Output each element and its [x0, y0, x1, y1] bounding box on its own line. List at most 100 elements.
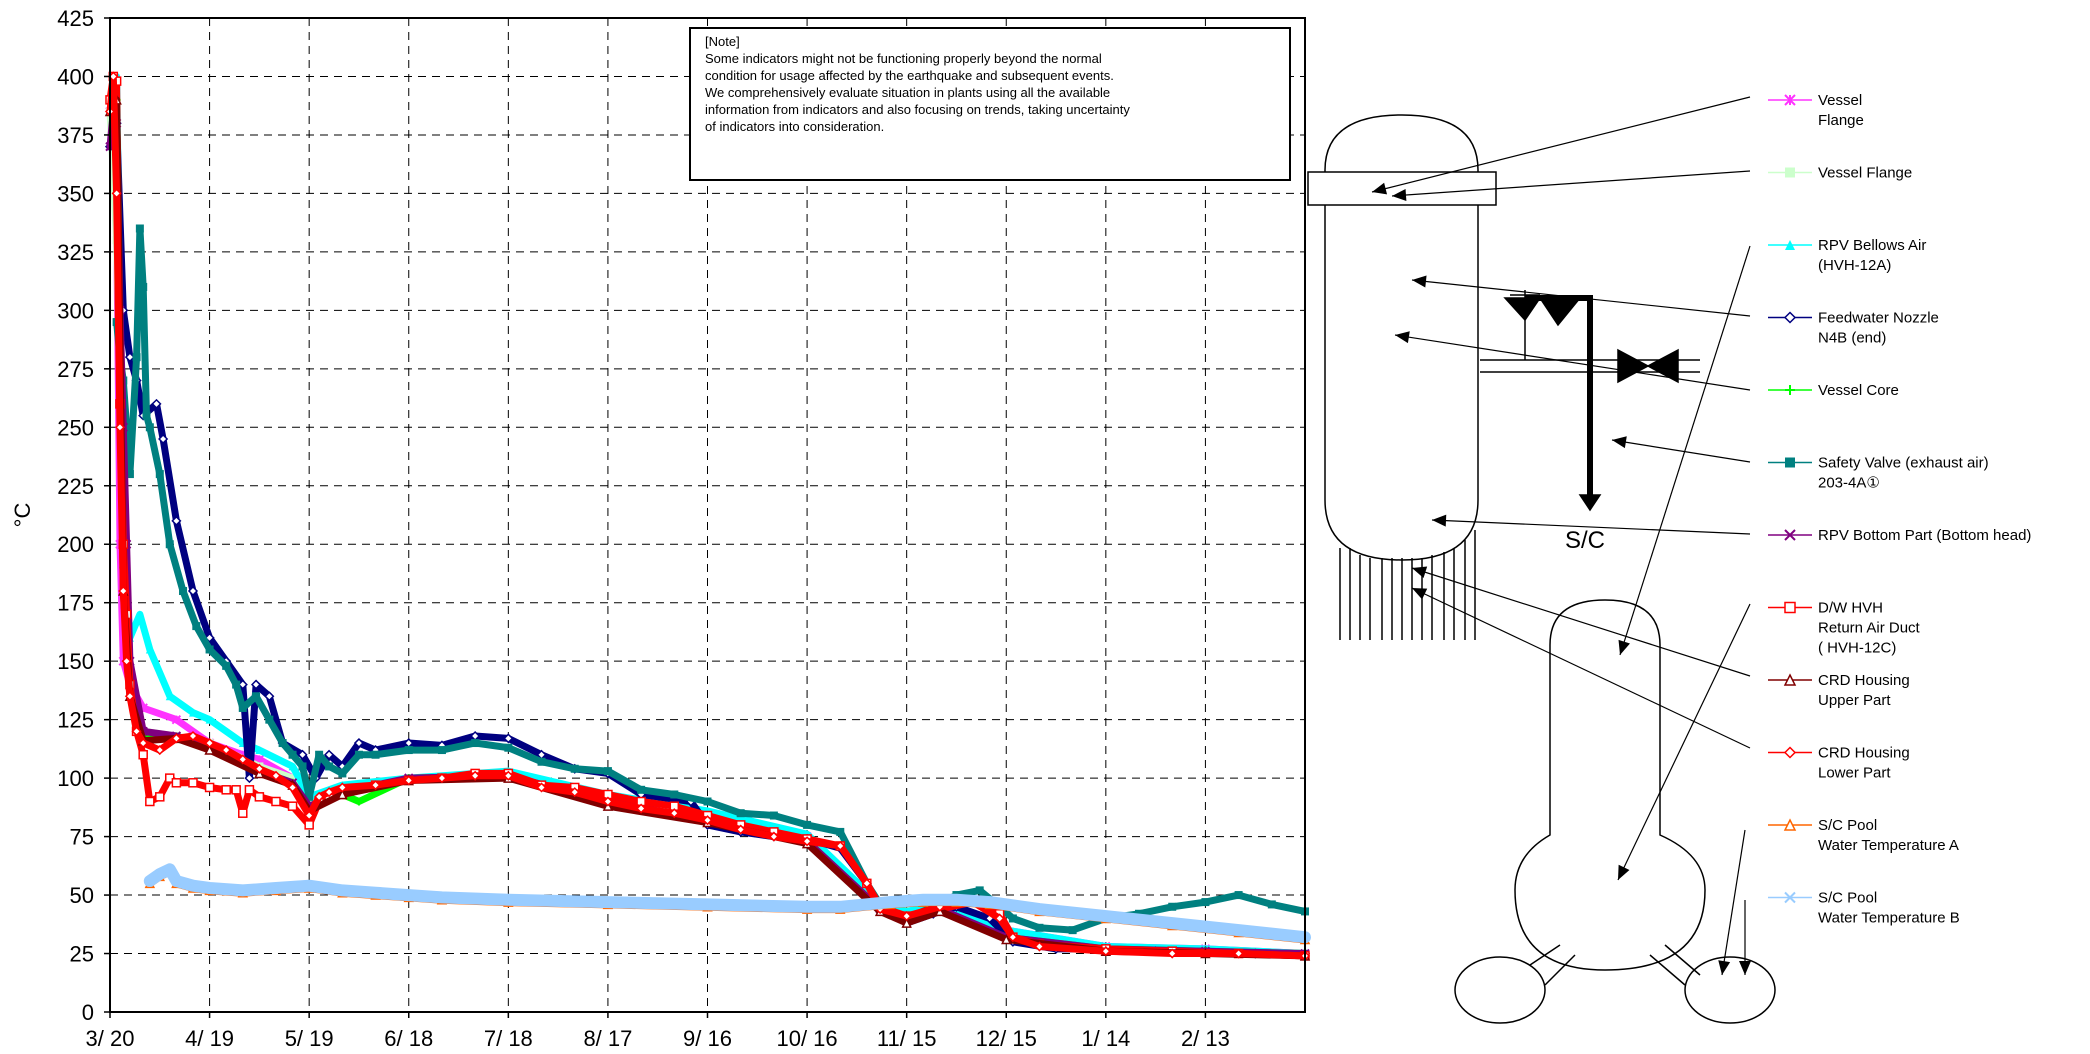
data-point — [670, 790, 679, 799]
data-point — [703, 797, 712, 806]
data-point — [325, 762, 334, 771]
note-line: of indicators into consideration. — [705, 119, 884, 134]
data-point — [165, 864, 175, 875]
data-point — [901, 911, 912, 922]
legend-marker — [1783, 746, 1797, 759]
diagram-sc-label: S/C — [1565, 527, 1605, 554]
data-point — [769, 811, 778, 820]
data-point — [1167, 918, 1177, 928]
legend-marker — [1784, 529, 1796, 541]
data-point — [702, 899, 713, 910]
data-point — [1034, 941, 1045, 952]
data-point — [188, 708, 197, 717]
y-axis-ticks: 0 25 50 75 100 125 150 175 200 225 250 275 300 325 350… — [57, 6, 110, 1025]
data-point — [354, 797, 363, 806]
leader-arrow — [1432, 514, 1447, 527]
data-point — [835, 902, 845, 912]
legend-label: RPV Bellows Air — [1818, 237, 1926, 254]
data-point — [1100, 946, 1111, 957]
x-tick-label: 4/ 19 — [185, 1026, 234, 1051]
data-point — [171, 733, 182, 744]
leader-arrow — [1412, 566, 1428, 578]
legend-label: Flange — [1818, 112, 1864, 129]
data-point — [1008, 914, 1017, 923]
data-point — [271, 796, 281, 807]
leader-arrow — [1739, 961, 1751, 975]
y-tick-label: 375 — [57, 123, 94, 148]
leader-arrow — [1618, 639, 1630, 655]
data-point — [254, 763, 265, 774]
data-point — [179, 587, 188, 596]
data-point — [637, 785, 646, 794]
data-point — [1201, 898, 1210, 907]
note-box: [Note] Some indicators might not be funct… — [689, 27, 1291, 181]
data-point — [324, 787, 335, 798]
data-point — [314, 791, 325, 802]
legend-marker — [1783, 311, 1797, 324]
data-point — [503, 770, 514, 781]
data-point — [264, 691, 275, 702]
data-point — [975, 886, 984, 895]
data-point — [135, 610, 144, 619]
data-point — [204, 744, 215, 755]
data-point — [142, 411, 151, 420]
legend-item: Vessel Core — [1768, 382, 1899, 399]
data-point — [1001, 933, 1012, 945]
data-point — [802, 902, 812, 912]
data-point — [204, 782, 215, 793]
leader-line — [1617, 603, 1751, 881]
legend-marker — [1785, 240, 1795, 250]
leader-arrow — [1412, 275, 1427, 288]
data-point — [132, 353, 141, 362]
data-point — [470, 770, 481, 781]
legend-label: CRD Housing — [1818, 745, 1910, 762]
data-point — [188, 778, 198, 788]
data-point — [252, 692, 261, 701]
data-point — [437, 892, 447, 903]
data-point — [287, 782, 298, 793]
leader-arrow — [1618, 864, 1630, 880]
leader-arrow — [1612, 436, 1627, 449]
data-point — [145, 645, 154, 654]
data-point — [244, 785, 255, 795]
rpv-vessel — [1324, 114, 1479, 561]
data-point — [1234, 891, 1243, 900]
leader-line — [1371, 96, 1751, 193]
data-point — [304, 810, 315, 821]
legend-label: Vessel Flange — [1818, 165, 1912, 182]
data-point — [404, 746, 413, 755]
data-point — [1068, 926, 1077, 935]
data-point — [1267, 900, 1276, 909]
data-point — [315, 750, 324, 759]
data-point — [1035, 923, 1044, 932]
data-point — [165, 540, 174, 549]
data-point — [171, 515, 182, 526]
y-tick-label: 325 — [57, 240, 94, 265]
y-tick-label: 175 — [57, 591, 94, 616]
data-point — [702, 815, 713, 826]
y-tick-label: 200 — [57, 532, 94, 557]
legend-item: Safety Valve (exhaust air) 203-4A① — [1768, 455, 1989, 492]
data-point — [287, 801, 298, 811]
data-point — [337, 788, 348, 800]
data-point — [338, 769, 347, 778]
x-axis-ticks: 3/ 20 4/ 19 5/ 19 6/ 18 7/ 18 8/ 17 9/ 16 10/ 1… — [86, 1012, 1230, 1051]
data-point — [994, 913, 1005, 924]
leader-arrow — [1395, 331, 1410, 344]
torus-right — [1684, 956, 1776, 1024]
x-tick-label: 7/ 18 — [484, 1026, 533, 1051]
legend-label: Feedwater Nozzle — [1818, 310, 1939, 327]
data-point — [270, 770, 282, 781]
legend-marker — [1784, 94, 1796, 106]
legend-label: Vessel Core — [1818, 382, 1899, 399]
data-point — [1007, 932, 1018, 943]
data-point — [155, 869, 165, 879]
x-tick-label: 9/ 16 — [683, 1026, 732, 1051]
series-9 — [104, 71, 1311, 961]
data-point — [337, 885, 348, 896]
legend-marker — [1783, 673, 1797, 686]
leader-line — [1431, 519, 1751, 535]
data-point — [304, 880, 314, 891]
